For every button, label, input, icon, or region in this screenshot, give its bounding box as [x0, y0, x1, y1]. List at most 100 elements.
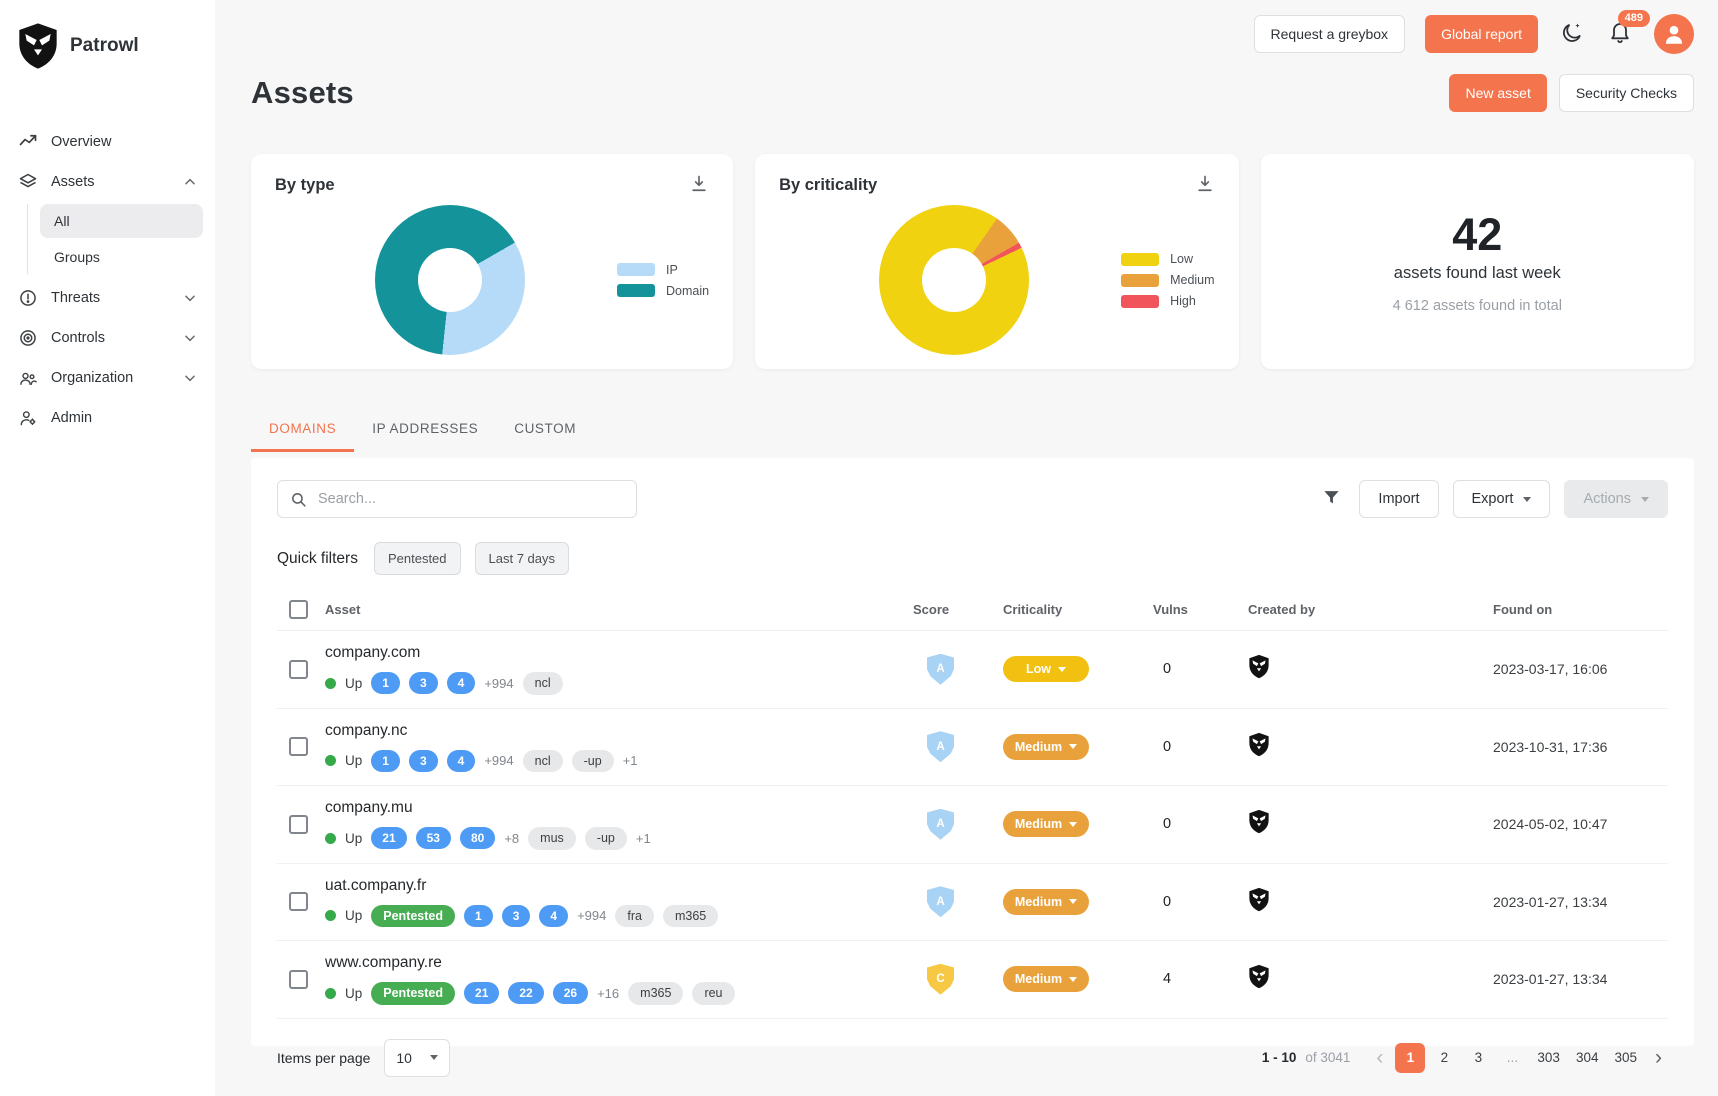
dark-mode-toggle[interactable]: [1558, 20, 1586, 48]
found-on-date: 2023-01-27, 13:34: [1493, 971, 1608, 988]
notification-count-badge: 489: [1617, 10, 1650, 28]
row-checkbox[interactable]: [289, 814, 308, 834]
trend-icon: [19, 134, 37, 146]
score-shield-badge: A: [927, 653, 954, 685]
asset-name[interactable]: uat.company.fr: [325, 876, 427, 894]
sidebar-item-label: Assets: [51, 174, 95, 190]
quick-filter-last-7-days[interactable]: Last 7 days: [474, 542, 570, 575]
count-pill: 53: [415, 827, 451, 850]
by-criticality-legend: Low Medium High: [1121, 252, 1215, 308]
security-checks-button[interactable]: Security Checks: [1558, 74, 1694, 112]
page-button-304[interactable]: 304: [1570, 1043, 1605, 1073]
tab-domains[interactable]: DOMAINS: [251, 409, 355, 452]
threat-badge-icon: [20, 290, 36, 306]
criticality-label: Medium: [1014, 739, 1063, 754]
user-avatar[interactable]: [1654, 14, 1694, 54]
row-checkbox[interactable]: [289, 892, 308, 912]
created-by-cell: [1248, 809, 1493, 839]
tab-custom[interactable]: CUSTOM: [514, 421, 577, 436]
controls-icon: [20, 330, 36, 346]
criticality-label: Medium: [1014, 817, 1063, 832]
found-on-date: 2023-10-31, 17:36: [1493, 738, 1608, 755]
export-button[interactable]: Export: [1452, 480, 1551, 518]
legend-label: High: [1170, 294, 1196, 308]
score-cell: A: [913, 886, 1003, 918]
asset-status-line: Up 1 3 4 +994 ncl: [325, 672, 913, 695]
more-count: +994: [484, 675, 514, 691]
tab-ip-addresses[interactable]: IP ADDRESSES: [372, 421, 479, 436]
criticality-dropdown[interactable]: Medium: [1003, 888, 1089, 915]
criticality-dropdown[interactable]: Medium: [1003, 966, 1089, 993]
criticality-cell: Low: [1003, 656, 1153, 683]
score-cell: A: [913, 653, 1003, 685]
asset-name[interactable]: company.nc: [325, 721, 408, 739]
download-chart-button[interactable]: [1195, 174, 1215, 197]
table-row: company.com Up 1 3 4 +994 ncl A Low 0 2023-03-17,…: [277, 631, 1668, 709]
items-per-page-select[interactable]: 10: [384, 1038, 451, 1077]
download-chart-button[interactable]: [689, 174, 709, 197]
legend-item-ip: IP: [617, 263, 709, 277]
sidebar-item-groups[interactable]: Groups: [54, 249, 100, 265]
new-asset-button[interactable]: New asset: [1449, 74, 1547, 112]
page-header: Assets New asset Security Checks: [251, 74, 1694, 112]
items-per-page-label: Items per page: [277, 1049, 371, 1066]
items-per-page-value: 10: [396, 1049, 412, 1066]
asset-name[interactable]: company.com: [325, 644, 421, 661]
column-header-created-by: Created by: [1248, 602, 1316, 617]
person-icon: [1665, 25, 1683, 44]
sidebar: Patrowl Overview Assets All Groups Threa…: [0, 0, 215, 1096]
page-button-2[interactable]: 2: [1429, 1043, 1459, 1073]
row-checkbox[interactable]: [289, 969, 308, 989]
import-button[interactable]: Import: [1359, 480, 1439, 518]
found-on-date: 2023-03-17, 16:06: [1493, 661, 1608, 678]
row-checkbox[interactable]: [289, 737, 308, 757]
actions-button[interactable]: Actions: [1564, 480, 1668, 518]
criticality-cell: Medium: [1003, 733, 1153, 760]
chevron-up-icon: [185, 178, 195, 185]
table-footer: Items per page 10 1 - 10 of 3041 ‹ 1 2 3..…: [277, 1038, 1668, 1077]
criticality-dropdown[interactable]: Medium: [1003, 733, 1089, 760]
asset-cell: company.nc Up 1 3 4 +994 ncl -up +1: [325, 721, 913, 772]
by-type-donut-chart: [375, 205, 525, 355]
asset-name[interactable]: www.company.re: [325, 954, 442, 971]
select-all-checkbox[interactable]: [289, 600, 308, 619]
count-pill: 1: [371, 749, 400, 772]
asset-name[interactable]: company.mu: [325, 799, 413, 816]
by-criticality-title: By criticality: [779, 176, 878, 194]
sidebar-item-all[interactable]: All: [40, 204, 203, 238]
page-button-1[interactable]: 1: [1395, 1042, 1426, 1073]
row-checkbox[interactable]: [289, 659, 308, 679]
criticality-dropdown[interactable]: Medium: [1003, 811, 1089, 838]
sidebar-item-organization[interactable]: Organization: [0, 358, 215, 398]
sidebar-item-controls[interactable]: Controls: [0, 318, 215, 358]
legend-swatch: [1121, 252, 1160, 266]
filter-button[interactable]: [1318, 484, 1345, 514]
criticality-dropdown[interactable]: Low: [1003, 656, 1089, 683]
global-report-button[interactable]: Global report: [1425, 15, 1538, 53]
column-header-vulns: Vulns: [1153, 602, 1188, 617]
quick-filter-pentested[interactable]: Pentested: [373, 542, 461, 575]
quick-filters: Quick filters Pentested Last 7 days: [277, 542, 1668, 575]
created-by-cell: [1248, 887, 1493, 917]
previous-page-button[interactable]: ‹: [1370, 1047, 1389, 1068]
search-input[interactable]: [316, 490, 624, 508]
request-greybox-button[interactable]: Request a greybox: [1253, 15, 1406, 53]
page-button-305[interactable]: 305: [1608, 1043, 1643, 1073]
page-button-3[interactable]: 3: [1463, 1043, 1493, 1073]
table-row: uat.company.fr Up Pentested 1 3 4 +994 fra m365 A…: [277, 864, 1668, 941]
count-pill: 4: [539, 904, 569, 927]
legend-label: Domain: [666, 283, 710, 298]
sidebar-item-threats[interactable]: Threats: [0, 278, 215, 318]
status-label: Up: [345, 985, 363, 1001]
sidebar-item-overview[interactable]: Overview: [0, 122, 215, 162]
sidebar-item-assets[interactable]: Assets: [0, 162, 215, 202]
bell-button[interactable]: [1606, 19, 1634, 47]
assets-found-card: 42 assets found last week 4 612 assets f…: [1260, 154, 1694, 369]
page-button-303[interactable]: 303: [1531, 1043, 1566, 1073]
row-checkbox-cell: [277, 814, 325, 834]
sidebar-item-admin[interactable]: Admin: [0, 398, 215, 438]
next-page-button[interactable]: ›: [1649, 1047, 1668, 1068]
asset-status-line: Up Pentested 21 22 26 +16 m365 reu: [325, 982, 913, 1005]
chevron-down-icon: [185, 295, 195, 302]
status-up-dot: [325, 755, 336, 767]
